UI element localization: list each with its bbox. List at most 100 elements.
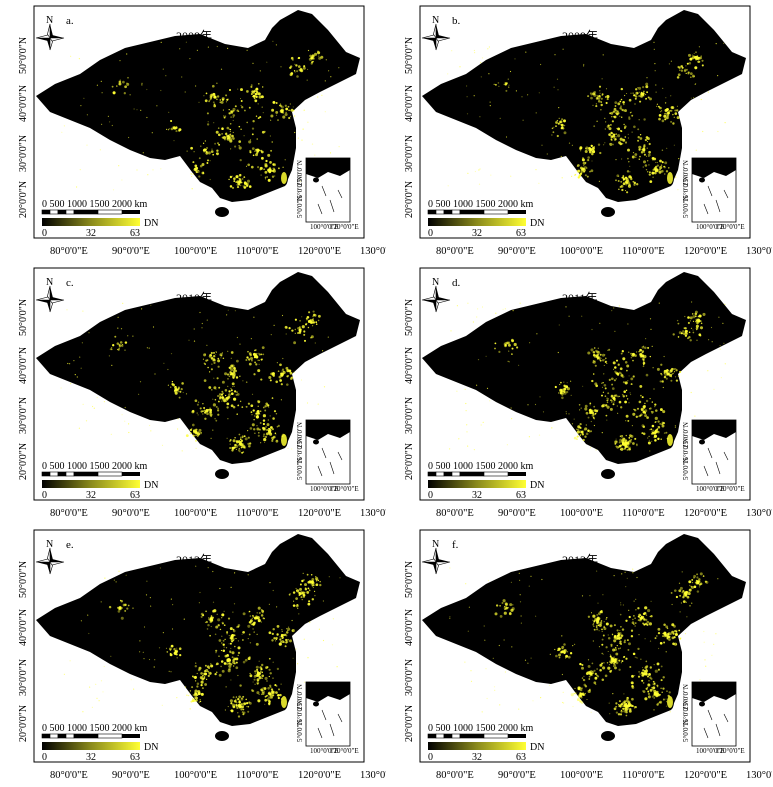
longitude-label: 120°0'0"E <box>298 508 341 519</box>
taiwan-lights <box>281 172 287 184</box>
south-china-sea-inset: 25°0'0"N15°0'0"N5°0'0"N 100°0'0"E120°0'0"… <box>682 419 745 493</box>
inset-lat-label: 25°0'0"N <box>682 422 690 448</box>
map-frame <box>33 267 365 501</box>
inset-lat-label: 15°0'0"N <box>296 438 304 464</box>
legend-title: DN <box>144 218 158 229</box>
panel-letter: f. <box>452 539 459 551</box>
hainan-island <box>601 207 615 217</box>
north-label: N <box>432 15 439 26</box>
inset-lat-label: 5°0'0"N <box>682 720 690 742</box>
scale-bar <box>427 733 526 739</box>
north-label: N <box>46 539 53 550</box>
dn-legend: DN 0 32 63 <box>42 742 158 763</box>
longitude-label: 110°0'0"E <box>622 770 665 781</box>
night-lights <box>447 41 726 194</box>
map-svg: a. 2008年 N 0 500 1000 1500 2000 km DN 0 32 63 25… <box>18 5 386 257</box>
legend-tick-label: 0 <box>42 752 47 763</box>
longitude-label: 120°0'0"E <box>684 508 727 519</box>
scale-bar <box>41 209 140 215</box>
hainan-island <box>215 731 229 741</box>
legend-tick-label: 32 <box>472 490 482 501</box>
taiwan-lights <box>667 434 673 446</box>
longitude-label: 110°0'0"E <box>236 508 279 519</box>
panel-letter: b. <box>452 15 461 27</box>
latitude-label: 20°0'0"N <box>18 443 29 480</box>
north-arrow-icon: N <box>421 277 451 313</box>
hainan-island <box>601 731 615 741</box>
china-landmass <box>422 272 746 464</box>
longitude-label: 80°0'0"E <box>436 770 474 781</box>
legend-tick-label: 0 <box>428 228 433 239</box>
legend-tick-label: 63 <box>516 490 526 501</box>
longitude-label: 80°0'0"E <box>50 508 88 519</box>
north-label: N <box>432 539 439 550</box>
longitude-label: 110°0'0"E <box>622 246 665 257</box>
latitude-label: 30°0'0"N <box>404 397 415 434</box>
night-lights <box>449 301 726 452</box>
map-frame <box>419 529 751 763</box>
legend-tick-label: 63 <box>516 752 526 763</box>
south-china-sea-inset: 25°0'0"N15°0'0"N5°0'0"N 100°0'0"E120°0'0"… <box>682 681 745 755</box>
latitude-label: 50°0'0"N <box>18 299 29 336</box>
night-lights <box>60 302 341 454</box>
north-arrow-icon: N <box>35 15 65 51</box>
inset-lon-label: 120°0'0"E <box>716 485 745 493</box>
longitude-label: 100°0'0"E <box>174 508 217 519</box>
longitude-label: 90°0'0"E <box>498 770 536 781</box>
night-lights <box>61 40 340 191</box>
inset-lat-label: 25°0'0"N <box>296 422 304 448</box>
latitude-label: 50°0'0"N <box>404 561 415 598</box>
longitude-label: 130°0'0"E <box>746 508 772 519</box>
map-frame <box>419 5 751 239</box>
inset-lon-label: 120°0'0"E <box>330 223 359 231</box>
latitude-label: 30°0'0"N <box>18 397 29 434</box>
map-frame <box>33 5 365 239</box>
panel-letter: c. <box>66 277 74 289</box>
inset-lon-label: 100°0'0"E <box>310 223 339 231</box>
legend-tick-label: 32 <box>86 490 96 501</box>
legend-tick-label: 0 <box>42 490 47 501</box>
night-lights <box>63 565 341 718</box>
north-label: N <box>46 277 53 288</box>
latitude-label: 20°0'0"N <box>404 443 415 480</box>
dn-legend: DN 0 32 63 <box>42 480 158 501</box>
map-panel: c. 2010年 N 0 500 1000 1500 2000 km DN 0 32 63 25… <box>0 262 386 524</box>
longitude-label: 100°0'0"E <box>560 508 603 519</box>
inset-lat-label: 5°0'0"N <box>296 196 304 218</box>
map-frame <box>33 529 365 763</box>
north-arrow-icon: N <box>35 277 65 313</box>
inset-lat-label: 25°0'0"N <box>682 684 690 710</box>
legend-tick-label: 0 <box>42 228 47 239</box>
scale-bar <box>427 471 526 477</box>
scale-bar-label: 0 500 1000 1500 2000 km <box>428 723 534 734</box>
map-panel: e. 2012年 N 0 500 1000 1500 2000 km DN 0 32 63 25… <box>0 524 386 786</box>
inset-lat-label: 5°0'0"N <box>296 720 304 742</box>
latitude-label: 20°0'0"N <box>18 181 29 218</box>
taiwan-lights <box>667 172 673 184</box>
legend-tick-label: 0 <box>428 490 433 501</box>
inset-lat-label: 5°0'0"N <box>682 458 690 480</box>
legend-tick-label: 63 <box>130 228 140 239</box>
dn-legend: DN 0 32 63 <box>428 742 544 763</box>
latitude-label: 40°0'0"N <box>404 85 415 122</box>
dn-legend: DN 0 32 63 <box>42 218 158 239</box>
legend-title: DN <box>530 480 544 491</box>
inset-lat-label: 15°0'0"N <box>682 176 690 202</box>
longitude-label: 90°0'0"E <box>112 770 150 781</box>
longitude-label: 130°0'0"E <box>746 246 772 257</box>
inset-lat-label: 25°0'0"N <box>296 160 304 186</box>
inset-lon-label: 120°0'0"E <box>330 485 359 493</box>
latitude-label: 40°0'0"N <box>18 347 29 384</box>
inset-lat-label: 5°0'0"N <box>296 458 304 480</box>
panel-year-title: 2013年 <box>562 553 598 567</box>
inset-lon-label: 100°0'0"E <box>696 223 725 231</box>
legend-tick-label: 63 <box>130 490 140 501</box>
longitude-label: 130°0'0"E <box>360 770 386 781</box>
map-svg: b. 2009年 N 0 500 1000 1500 2000 km DN 0 32 63 25… <box>404 5 772 257</box>
scale-bar-label: 0 500 1000 1500 2000 km <box>42 461 148 472</box>
map-panel: b. 2009年 N 0 500 1000 1500 2000 km DN 0 32 63 25… <box>386 0 772 262</box>
longitude-label: 120°0'0"E <box>684 770 727 781</box>
inset-lat-label: 25°0'0"N <box>682 160 690 186</box>
longitude-label: 110°0'0"E <box>236 246 279 257</box>
inset-lon-label: 100°0'0"E <box>310 747 339 755</box>
